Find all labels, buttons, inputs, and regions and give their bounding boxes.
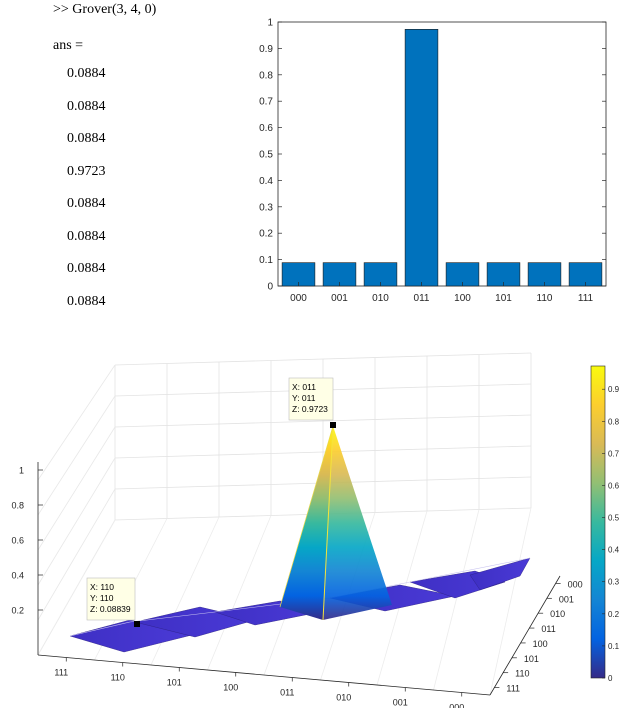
surface-edge: [69, 557, 531, 637]
datatip-marker: [330, 422, 336, 428]
x-tick-label: 110: [111, 673, 125, 683]
y-tick-label: 001: [559, 594, 574, 604]
grid-line: [37, 457, 116, 586]
ans-value: 0.9723: [67, 163, 106, 179]
x-tick-label: 001: [331, 293, 348, 304]
ans-value: 0.0884: [67, 228, 106, 244]
x-tick-label: 100: [223, 683, 238, 693]
y-tick-label: 101: [524, 654, 539, 664]
colorbar-tick-label: 0.4: [608, 546, 620, 555]
colorbar-tick-label: 0.3: [608, 578, 620, 587]
colorbar-tick-label: 0.9: [608, 385, 620, 394]
z-tick-label: 0.4: [11, 571, 24, 581]
grid-line: [433, 509, 480, 691]
grid-line: [114, 445, 532, 459]
command-line: >> Grover(3, 4, 0): [53, 2, 157, 17]
y-tick-label: 0.4: [259, 176, 273, 187]
ans-value: 0.0884: [67, 196, 106, 211]
y-tick-label: 011: [541, 624, 555, 634]
grid-line: [37, 519, 116, 656]
surface-peak-face: [280, 426, 333, 620]
x-tick-label: 100: [454, 293, 471, 304]
colorbar-tick-label: 0.7: [608, 449, 620, 458]
colorbar-tick-label: 0.8: [608, 417, 620, 426]
x-tick-label: 110: [537, 293, 553, 304]
datatip-box: [288, 377, 334, 421]
datatip-label: Z: 0.08839: [90, 604, 131, 614]
y-tick-label: 0.5: [259, 150, 273, 161]
grid-line: [207, 515, 272, 671]
grid-line: [37, 364, 116, 481]
ans-value: 0.0884: [67, 261, 106, 276]
x-tick-label: 000: [449, 703, 464, 708]
x-axis-line: [37, 654, 491, 696]
surface-peak-face: [323, 426, 392, 620]
grid-line: [489, 507, 532, 696]
x-tick-label: 101: [495, 293, 512, 304]
y-tick-label: 0.1: [259, 255, 273, 266]
datatip-box: [86, 577, 136, 621]
colorbar: [590, 365, 606, 679]
ans-values-list: 0.0884 0.0884 0.0884 0.9723 0.0884 0.088…: [67, 66, 106, 326]
x-tick-label: 000: [290, 293, 307, 304]
colorbar-tick-label: 0.1: [608, 642, 620, 651]
surface-peak-ridge: [279, 425, 334, 608]
y-tick-label: 0.6: [259, 123, 273, 134]
ans-value: 0.0884: [67, 98, 106, 114]
ans-value: 0.0884: [67, 293, 106, 309]
datatip-label: Z: 0.9723: [292, 404, 328, 414]
y-tick-label: 0.7: [259, 97, 273, 108]
z-tick-label: 0.2: [11, 606, 24, 616]
y-tick-label: 0.3: [259, 202, 273, 213]
plot-area: [277, 21, 607, 287]
grid-line: [114, 414, 532, 428]
y-axis-line: [489, 575, 561, 696]
y-tick-label: 000: [568, 579, 583, 589]
datatip-label: Y: 110: [90, 593, 114, 603]
z-tick-label: 0.8: [11, 501, 24, 511]
x-tick-label: 010: [372, 293, 389, 304]
x-tick-label: 011: [414, 293, 430, 304]
grid-line: [37, 488, 116, 621]
bar: [404, 29, 439, 287]
surface-peak-ridge: [322, 425, 334, 621]
grid-line: [37, 426, 116, 551]
datatip-marker: [134, 621, 140, 627]
colorbar-tick-label: 0.2: [608, 610, 620, 619]
z-tick-label: 0.6: [11, 536, 24, 546]
x-tick-label: 111: [578, 293, 594, 304]
y-tick-label: 010: [550, 609, 565, 619]
x-tick-label: 010: [336, 693, 351, 703]
z-tick-label: 1: [19, 466, 24, 476]
ans-label: ans =: [53, 38, 84, 53]
x-tick-label: 111: [54, 668, 68, 678]
colorbar-tick-label: 0.6: [608, 481, 620, 490]
x-tick-label: 001: [393, 698, 408, 708]
y-tick-label: 0.2: [259, 229, 273, 240]
x-tick-label: 101: [167, 678, 182, 688]
y-tick-label: 0.8: [259, 70, 273, 81]
y-tick-label: 100: [533, 639, 548, 649]
y-tick-label: 1: [267, 18, 273, 29]
datatip-label: Y: 011: [292, 393, 316, 403]
y-tick-label: 0.9: [259, 44, 273, 55]
colorbar-tick-label: 0: [608, 674, 613, 683]
y-tick-label: 111: [506, 684, 520, 694]
ans-value: 0.0884: [67, 131, 106, 146]
colorbar-tick-label: 0.5: [608, 514, 620, 523]
grid-line: [37, 395, 116, 516]
y-tick-label: 0: [267, 282, 273, 293]
y-tick-label: 110: [515, 669, 529, 679]
x-tick-label: 011: [280, 688, 294, 698]
ans-value: 0.0884: [67, 66, 106, 81]
datatip-label: X: 011: [292, 382, 316, 392]
datatip-label: X: 110: [90, 582, 114, 592]
surface-floor-tile: [469, 557, 531, 591]
grid-line: [114, 352, 532, 366]
